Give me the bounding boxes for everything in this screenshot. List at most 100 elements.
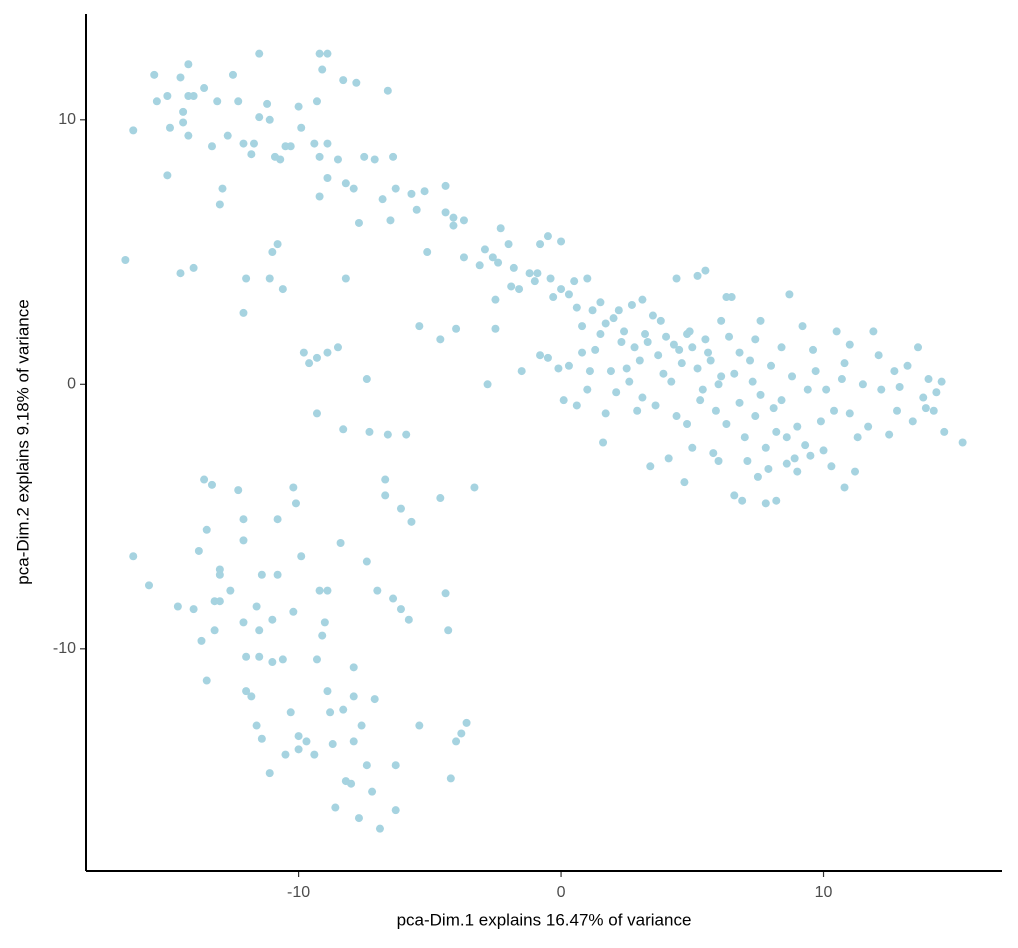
point bbox=[908, 417, 917, 426]
point bbox=[184, 60, 193, 69]
y-tick-label: 0 bbox=[67, 376, 76, 393]
point bbox=[255, 113, 264, 122]
point bbox=[436, 494, 445, 503]
point bbox=[627, 300, 636, 309]
point bbox=[701, 335, 710, 344]
point bbox=[247, 692, 256, 701]
point bbox=[840, 359, 849, 368]
point bbox=[457, 729, 466, 738]
point bbox=[777, 343, 786, 352]
point bbox=[609, 314, 618, 323]
point bbox=[200, 475, 209, 484]
point bbox=[368, 787, 377, 796]
point bbox=[929, 406, 938, 415]
point bbox=[242, 274, 251, 283]
point bbox=[622, 364, 631, 373]
point bbox=[289, 607, 298, 616]
point bbox=[207, 142, 216, 151]
point bbox=[255, 49, 264, 58]
point bbox=[633, 406, 642, 415]
point bbox=[525, 269, 534, 278]
point bbox=[420, 187, 429, 196]
point bbox=[803, 385, 812, 394]
point bbox=[273, 515, 282, 524]
point bbox=[362, 557, 371, 566]
point bbox=[449, 213, 458, 222]
point bbox=[312, 655, 321, 664]
point bbox=[257, 570, 266, 579]
point bbox=[441, 208, 450, 217]
point bbox=[312, 97, 321, 106]
point bbox=[179, 107, 188, 116]
point bbox=[853, 433, 862, 442]
point bbox=[793, 467, 802, 476]
point bbox=[782, 459, 791, 468]
point bbox=[693, 364, 702, 373]
point bbox=[328, 740, 337, 749]
point bbox=[176, 269, 185, 278]
point bbox=[407, 517, 416, 526]
point bbox=[370, 155, 379, 164]
point bbox=[391, 184, 400, 193]
point bbox=[769, 404, 778, 413]
point bbox=[386, 216, 395, 225]
point bbox=[722, 419, 731, 428]
point bbox=[234, 97, 243, 106]
point bbox=[704, 348, 713, 357]
point bbox=[717, 316, 726, 325]
point bbox=[858, 380, 867, 389]
point bbox=[530, 277, 539, 286]
point bbox=[677, 359, 686, 368]
point bbox=[693, 271, 702, 280]
point bbox=[239, 618, 248, 627]
point bbox=[294, 745, 303, 754]
point bbox=[331, 803, 340, 812]
point bbox=[207, 480, 216, 489]
point bbox=[564, 361, 573, 370]
point bbox=[688, 343, 697, 352]
point bbox=[239, 308, 248, 317]
point bbox=[601, 319, 610, 328]
point bbox=[318, 631, 327, 640]
point bbox=[407, 189, 416, 198]
point bbox=[714, 457, 723, 466]
point bbox=[121, 255, 130, 264]
point bbox=[643, 337, 652, 346]
point bbox=[415, 322, 424, 331]
point bbox=[404, 615, 413, 624]
point bbox=[735, 348, 744, 357]
point bbox=[310, 750, 319, 759]
point bbox=[297, 552, 306, 561]
point bbox=[748, 377, 757, 386]
point bbox=[683, 419, 692, 428]
point bbox=[210, 626, 219, 635]
point bbox=[656, 316, 665, 325]
point bbox=[391, 761, 400, 770]
point bbox=[341, 179, 350, 188]
point bbox=[323, 49, 332, 58]
point bbox=[672, 412, 681, 421]
point bbox=[914, 343, 923, 352]
point bbox=[919, 393, 928, 402]
point bbox=[415, 721, 424, 730]
point bbox=[837, 375, 846, 384]
point bbox=[197, 636, 206, 645]
point bbox=[761, 499, 770, 508]
point bbox=[278, 285, 287, 294]
point bbox=[827, 462, 836, 471]
point bbox=[743, 457, 752, 466]
point bbox=[583, 385, 592, 394]
point bbox=[669, 340, 678, 349]
point bbox=[591, 345, 600, 354]
point bbox=[688, 443, 697, 452]
x-tick-label: 0 bbox=[557, 884, 566, 901]
point bbox=[570, 277, 579, 286]
point bbox=[312, 409, 321, 418]
point bbox=[764, 464, 773, 473]
point bbox=[383, 430, 392, 439]
point bbox=[664, 454, 673, 463]
point bbox=[601, 409, 610, 418]
point bbox=[801, 441, 810, 450]
point bbox=[491, 295, 500, 304]
point bbox=[554, 364, 563, 373]
